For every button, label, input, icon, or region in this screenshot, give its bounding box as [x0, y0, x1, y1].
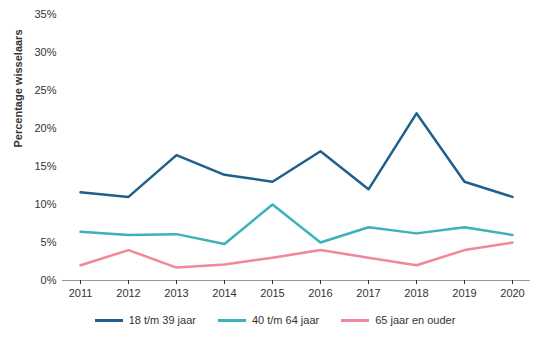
- svg-text:2014: 2014: [212, 287, 236, 299]
- html-text:40 t/m 64 jaar: 40 t/m 64 jaar: [251, 314, 320, 326]
- svg-text:10%: 10%: [34, 198, 56, 210]
- svg-text:5%: 5%: [41, 236, 57, 248]
- html-text:18 t/m 39 jaar: 18 t/m 39 jaar: [128, 314, 196, 326]
- svg-text:2018: 2018: [404, 287, 428, 299]
- svg-text:2015: 2015: [260, 287, 284, 299]
- svg-text:2017: 2017: [356, 287, 380, 299]
- svg-text:2012: 2012: [116, 287, 140, 299]
- svg-text:30%: 30%: [34, 46, 56, 58]
- svg-text:2013: 2013: [164, 287, 188, 299]
- svg-text:0%: 0%: [41, 274, 57, 286]
- html-text:65 jaar en ouder: 65 jaar en ouder: [375, 314, 456, 326]
- svg-text:2011: 2011: [69, 287, 93, 299]
- svg-text:2019: 2019: [452, 287, 476, 299]
- svg-text:Percentage wisselaars: Percentage wisselaars: [12, 29, 24, 147]
- svg-text:15%: 15%: [34, 160, 56, 172]
- svg-text:20%: 20%: [34, 122, 56, 134]
- svg-text:2016: 2016: [308, 287, 332, 299]
- svg-text:25%: 25%: [34, 84, 56, 96]
- svg-text:2020: 2020: [500, 287, 524, 299]
- svg-text:35%: 35%: [34, 8, 56, 20]
